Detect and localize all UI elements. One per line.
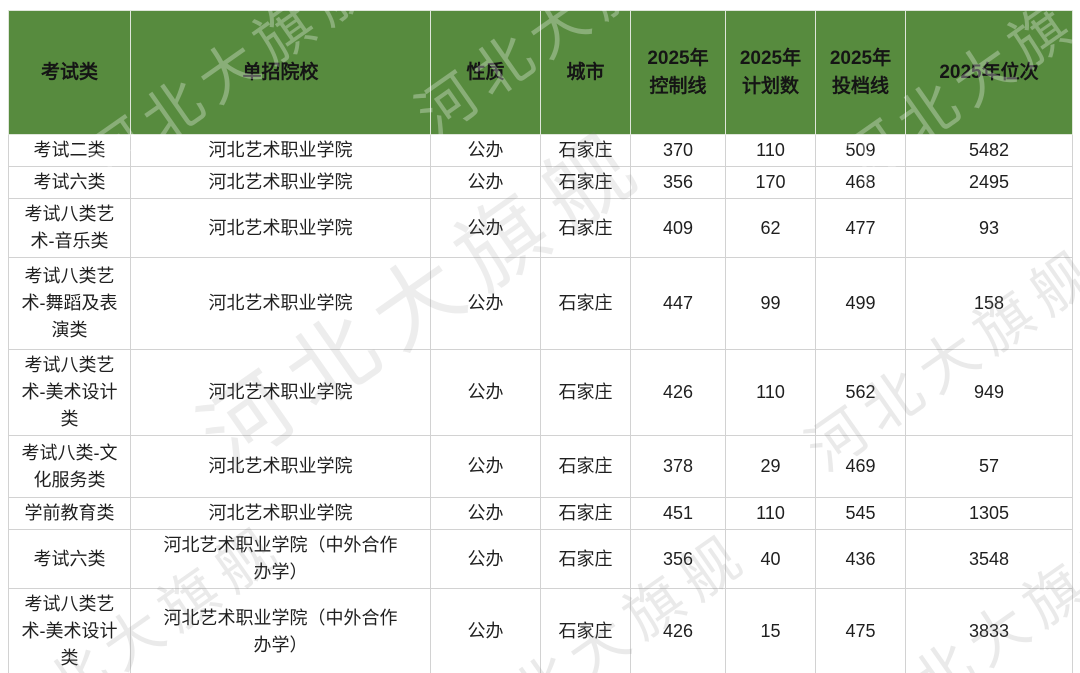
cell-plan-count: 29 [725,435,816,498]
cell-college: 河北艺术职业学院 [130,134,431,167]
cell-plan-count: 110 [725,134,816,167]
cell-plan-count: 99 [725,257,816,350]
cell-city: 石家庄 [540,257,631,350]
cell-nature: 公办 [430,257,541,350]
table-row: 考试六类 河北艺术职业学院（中外合作 办学） 公办 石家庄 356 40 436… [8,529,1073,589]
header-rank: 2025年位次 [905,10,1073,135]
table-row: 考试二类 河北艺术职业学院 公办 石家庄 370 110 509 5482 [8,134,1073,167]
cell-rank: 5482 [905,134,1073,167]
cell-exam-type: 考试六类 [8,166,131,199]
cell-nature: 公办 [430,134,541,167]
cell-exam-type: 考试六类 [8,529,131,589]
cell-exam-type: 学前教育类 [8,497,131,530]
cell-control-line: 426 [630,588,726,673]
header-filing-line: 2025年 投档线 [815,10,906,135]
cell-city: 石家庄 [540,134,631,167]
cell-exam-type: 考试八类艺 术-美术设计 类 [8,349,131,436]
cell-city: 石家庄 [540,588,631,673]
header-exam-type: 考试类 [8,10,131,135]
cell-exam-type: 考试二类 [8,134,131,167]
header-college: 单招院校 [130,10,431,135]
cell-city: 石家庄 [540,435,631,498]
cell-college: 河北艺术职业学院（中外合作 办学） [130,588,431,673]
cell-college: 河北艺术职业学院 [130,435,431,498]
header-control-line: 2025年 控制线 [630,10,726,135]
table-row: 考试八类-文 化服务类 河北艺术职业学院 公办 石家庄 378 29 469 5… [8,435,1073,498]
cell-rank: 2495 [905,166,1073,199]
cell-rank: 57 [905,435,1073,498]
cell-rank: 158 [905,257,1073,350]
cell-exam-type: 考试八类艺 术-舞蹈及表 演类 [8,257,131,350]
table-row: 考试八类艺 术-美术设计 类 河北艺术职业学院 公办 石家庄 426 110 5… [8,349,1073,436]
cell-filing-line: 477 [815,198,906,258]
cell-control-line: 356 [630,529,726,589]
cell-filing-line: 469 [815,435,906,498]
table-row: 考试八类艺 术-舞蹈及表 演类 河北艺术职业学院 公办 石家庄 447 99 4… [8,257,1073,350]
header-row: 考试类 单招院校 性质 城市 2025年 控制线 2025年 计划数 2025年… [8,10,1073,135]
cell-control-line: 356 [630,166,726,199]
cell-college: 河北艺术职业学院 [130,497,431,530]
cell-city: 石家庄 [540,529,631,589]
cell-filing-line: 468 [815,166,906,199]
header-city: 城市 [540,10,631,135]
table-body: 考试二类 河北艺术职业学院 公办 石家庄 370 110 509 5482 考试… [8,134,1073,673]
cell-nature: 公办 [430,435,541,498]
table-header: 考试类 单招院校 性质 城市 2025年 控制线 2025年 计划数 2025年… [8,10,1073,135]
header-plan-count: 2025年 计划数 [725,10,816,135]
cell-plan-count: 62 [725,198,816,258]
cell-city: 石家庄 [540,166,631,199]
cell-nature: 公办 [430,497,541,530]
cell-plan-count: 170 [725,166,816,199]
cell-college: 河北艺术职业学院 [130,166,431,199]
cell-exam-type: 考试八类艺 术-音乐类 [8,198,131,258]
cell-nature: 公办 [430,529,541,589]
cell-rank: 3833 [905,588,1073,673]
cell-exam-type: 考试八类艺 术-美术设计 类 [8,588,131,673]
table-row: 学前教育类 河北艺术职业学院 公办 石家庄 451 110 545 1305 [8,497,1073,530]
cell-filing-line: 509 [815,134,906,167]
cell-control-line: 409 [630,198,726,258]
cell-control-line: 447 [630,257,726,350]
cell-city: 石家庄 [540,349,631,436]
cell-rank: 93 [905,198,1073,258]
cell-nature: 公办 [430,349,541,436]
cell-filing-line: 562 [815,349,906,436]
cell-plan-count: 110 [725,349,816,436]
cell-college: 河北艺术职业学院（中外合作 办学） [130,529,431,589]
cell-nature: 公办 [430,588,541,673]
admissions-table: 考试类 单招院校 性质 城市 2025年 控制线 2025年 计划数 2025年… [8,10,1073,673]
cell-filing-line: 499 [815,257,906,350]
cell-nature: 公办 [430,166,541,199]
cell-college: 河北艺术职业学院 [130,198,431,258]
table-row: 考试八类艺 术-音乐类 河北艺术职业学院 公办 石家庄 409 62 477 9… [8,198,1073,258]
cell-rank: 949 [905,349,1073,436]
cell-exam-type: 考试八类-文 化服务类 [8,435,131,498]
cell-control-line: 451 [630,497,726,530]
cell-control-line: 426 [630,349,726,436]
cell-control-line: 370 [630,134,726,167]
cell-plan-count: 15 [725,588,816,673]
cell-nature: 公办 [430,198,541,258]
cell-filing-line: 436 [815,529,906,589]
cell-city: 石家庄 [540,198,631,258]
table-row: 考试六类 河北艺术职业学院 公办 石家庄 356 170 468 2495 [8,166,1073,199]
cell-city: 石家庄 [540,497,631,530]
cell-plan-count: 40 [725,529,816,589]
header-nature: 性质 [430,10,541,135]
cell-plan-count: 110 [725,497,816,530]
cell-control-line: 378 [630,435,726,498]
cell-college: 河北艺术职业学院 [130,257,431,350]
table-row: 考试八类艺 术-美术设计 类 河北艺术职业学院（中外合作 办学） 公办 石家庄 … [8,588,1073,673]
cell-filing-line: 545 [815,497,906,530]
cell-filing-line: 475 [815,588,906,673]
cell-rank: 1305 [905,497,1073,530]
cell-college: 河北艺术职业学院 [130,349,431,436]
cell-rank: 3548 [905,529,1073,589]
